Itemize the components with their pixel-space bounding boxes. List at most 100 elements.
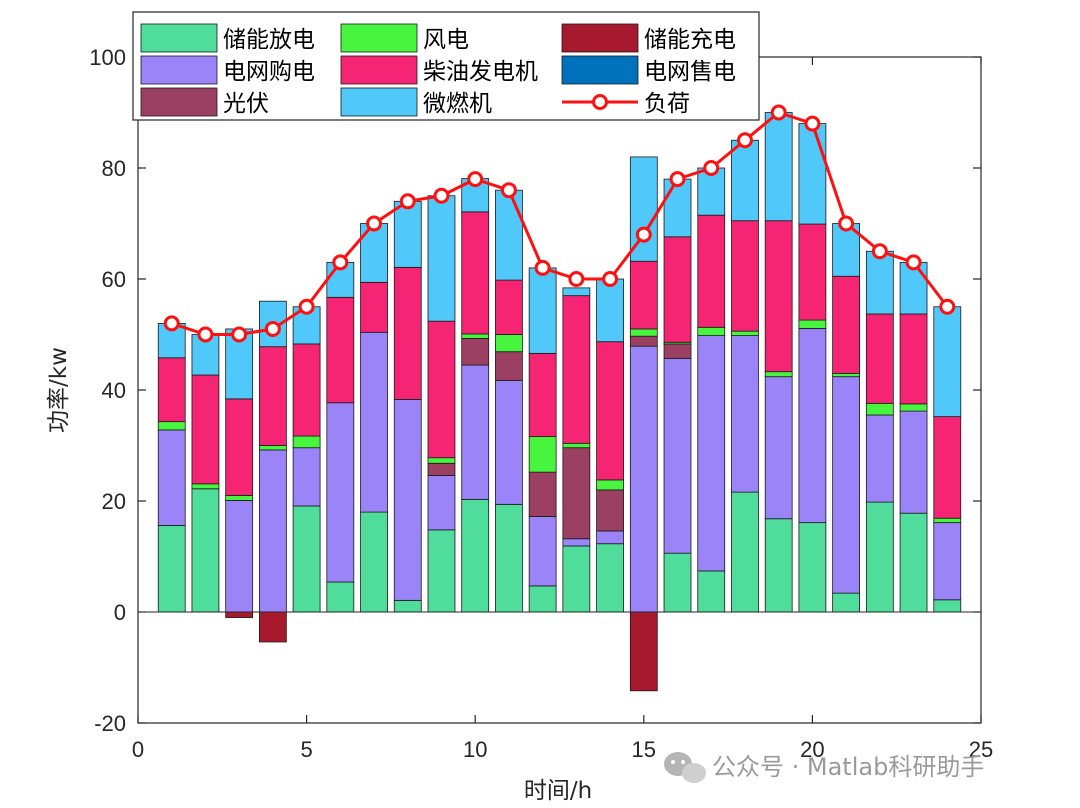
bar-segment — [360, 511, 388, 613]
bar-segment — [427, 320, 456, 459]
bar-segment — [899, 512, 928, 613]
legend-label: 光伏 — [223, 91, 269, 117]
x-axis-label: 时间/h — [524, 778, 592, 804]
bar-segment — [562, 447, 591, 540]
bar-segment — [562, 442, 591, 449]
bar-segment — [393, 200, 422, 268]
bar-segment — [663, 357, 692, 554]
bar-segment — [427, 475, 456, 531]
bar-segment — [292, 435, 321, 449]
bar-segment — [731, 330, 759, 337]
bar-segment — [528, 471, 557, 517]
y-tick-label: 80 — [102, 156, 126, 181]
bar-segment — [562, 287, 591, 297]
bar-segment — [360, 331, 388, 513]
bar-segment — [731, 139, 759, 222]
load-marker — [264, 320, 281, 337]
bar-segment — [258, 445, 287, 451]
bar-segment — [731, 220, 759, 332]
load-marker — [399, 193, 416, 210]
bar-segment — [933, 416, 962, 519]
bar-segment — [157, 525, 186, 613]
bar-segment — [225, 500, 254, 613]
bar-segment — [629, 156, 658, 262]
bar-segment — [596, 489, 624, 532]
bar-segment — [528, 352, 557, 438]
bar-segment — [764, 220, 793, 373]
bar-segment — [461, 337, 490, 366]
x-tick-label: 15 — [632, 737, 656, 762]
y-tick-label: 100 — [89, 45, 126, 70]
bar-segment — [427, 195, 456, 322]
bar-segment — [865, 501, 894, 613]
x-tick-label: 20 — [800, 737, 824, 762]
y-tick-label: 20 — [102, 489, 126, 514]
bar-segment — [798, 522, 827, 613]
bar-segment — [326, 581, 355, 613]
legend-label: 电网售电 — [644, 59, 736, 85]
bar-segment — [764, 376, 793, 520]
bar-segment — [292, 447, 321, 507]
load-marker — [770, 104, 787, 121]
legend-box — [132, 11, 760, 121]
bar-segment — [933, 306, 962, 418]
bar-segment — [865, 414, 894, 503]
legend-label: 风电 — [423, 27, 469, 53]
load-marker — [635, 226, 652, 243]
legend-swatch — [340, 23, 418, 53]
bar-segment — [629, 345, 658, 613]
bar-segment — [629, 335, 658, 347]
bar-segment — [663, 343, 692, 359]
bar-segment — [292, 505, 321, 613]
legend-label: 储能放电 — [223, 27, 315, 53]
y-axis-label: 功率/kw — [46, 347, 72, 433]
bar-segment — [225, 611, 254, 618]
bar-segment — [697, 335, 726, 572]
bar-segment — [427, 529, 456, 613]
bar-segment — [495, 334, 523, 353]
bar-segment — [629, 611, 658, 692]
load-marker — [804, 115, 821, 132]
bar-segment — [697, 570, 726, 613]
bar-segment — [764, 112, 793, 222]
watermark: 公众号 · Matlab科研助手 — [664, 752, 984, 783]
bar-segment — [393, 266, 422, 400]
bar-segment — [899, 313, 928, 405]
load-marker — [163, 315, 180, 332]
load-marker — [568, 271, 585, 287]
bar-segment — [461, 498, 490, 613]
bar-segment — [495, 189, 523, 281]
bar-segment — [764, 518, 793, 613]
bar-segment — [528, 436, 557, 473]
bar-segment — [258, 449, 287, 613]
load-marker — [433, 187, 450, 204]
load-marker — [332, 254, 349, 271]
bar-segment — [865, 313, 894, 404]
bar-segment — [865, 402, 894, 416]
load-marker — [703, 160, 720, 176]
y-tick-label: 40 — [102, 378, 126, 403]
bar-segment — [865, 250, 894, 315]
bar-segment — [596, 479, 624, 491]
bar-segment — [596, 278, 624, 343]
bar-segment — [596, 341, 624, 481]
bar-segment — [326, 402, 355, 583]
bar-segment — [798, 123, 827, 225]
legend-marker-swatch — [592, 94, 608, 110]
bar-segment — [495, 279, 523, 335]
bar-segment — [157, 421, 186, 431]
bar-segment — [427, 462, 456, 476]
legend-label: 微燃机 — [423, 91, 492, 117]
bar-segment — [663, 178, 692, 238]
bar-segment — [697, 326, 726, 337]
bar-segment — [562, 545, 591, 613]
legend-label: 负荷 — [644, 91, 690, 117]
bar-segment — [832, 275, 861, 374]
bar-segment — [461, 333, 490, 339]
bars-layer — [157, 112, 962, 692]
x-tick-label: 0 — [132, 737, 144, 762]
legend-swatch — [140, 87, 218, 117]
